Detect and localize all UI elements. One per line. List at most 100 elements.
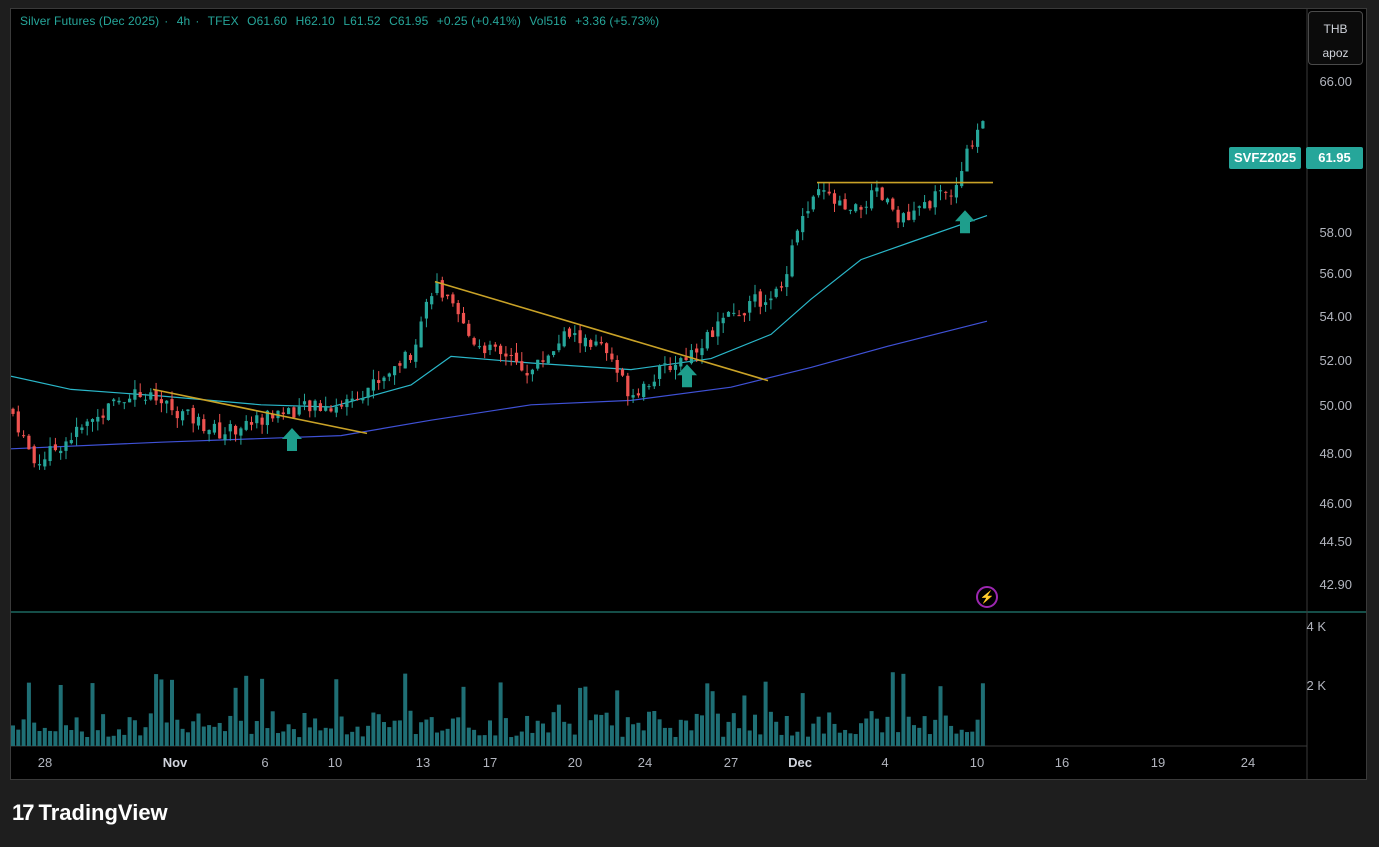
volume-bar bbox=[32, 722, 37, 746]
candle-body bbox=[896, 209, 900, 223]
candle-body bbox=[223, 434, 227, 441]
volume-bar bbox=[498, 682, 503, 746]
candle-body bbox=[965, 148, 969, 172]
candle-body bbox=[848, 209, 852, 211]
volume-bar bbox=[503, 718, 508, 746]
volume-tick: 4 K bbox=[1306, 619, 1326, 634]
volume-bar bbox=[403, 673, 408, 746]
time-tick: 19 bbox=[1150, 755, 1166, 770]
candle-body bbox=[901, 213, 905, 223]
candle-body bbox=[801, 216, 805, 233]
candle-body bbox=[451, 294, 455, 304]
candle-body bbox=[424, 301, 428, 319]
candle-body bbox=[181, 411, 185, 421]
volume-bar bbox=[111, 735, 116, 746]
volume-bar bbox=[64, 725, 68, 746]
legend-interval: 4h bbox=[176, 14, 191, 28]
volume-bar bbox=[890, 672, 895, 746]
price-tick: 52.00 bbox=[1319, 353, 1352, 368]
volume-bar bbox=[832, 723, 837, 746]
volume-bar bbox=[307, 727, 312, 746]
last-price-tag: 61.95 bbox=[1306, 147, 1363, 169]
candle-body bbox=[440, 280, 444, 298]
volume-bar bbox=[48, 730, 53, 746]
volume-bar bbox=[514, 735, 519, 746]
volume-bar bbox=[493, 735, 498, 746]
candle-body bbox=[308, 400, 312, 412]
candle-body bbox=[917, 206, 921, 208]
candle-body bbox=[620, 369, 625, 376]
volume-bar bbox=[631, 724, 636, 746]
candle-body bbox=[403, 351, 407, 369]
volume-bar bbox=[318, 730, 323, 746]
volume-bar bbox=[21, 719, 26, 746]
candle-body bbox=[546, 355, 550, 364]
candle-body bbox=[398, 363, 402, 366]
volume-bar bbox=[132, 720, 137, 746]
volume-bar bbox=[53, 731, 58, 746]
volume-bar bbox=[313, 718, 318, 746]
candle-body bbox=[631, 395, 635, 398]
volume-bar bbox=[519, 731, 524, 746]
candle-body bbox=[350, 398, 354, 401]
volume-bar bbox=[684, 720, 689, 746]
price-chart[interactable] bbox=[11, 9, 1367, 780]
volume-bar bbox=[344, 734, 349, 746]
volume-bar bbox=[652, 711, 657, 746]
candle-body bbox=[907, 211, 911, 221]
lightning-icon[interactable]: ⚡ bbox=[976, 586, 998, 608]
volume-bar bbox=[154, 674, 159, 746]
volume-bar bbox=[164, 722, 169, 746]
candle-body bbox=[753, 294, 757, 302]
volume-bar bbox=[11, 725, 15, 746]
candle-body bbox=[949, 195, 953, 197]
volume-bar bbox=[864, 718, 869, 746]
volume-bar bbox=[694, 713, 699, 746]
candle-body bbox=[647, 386, 651, 388]
volume-bar bbox=[848, 733, 853, 746]
volume-bar bbox=[917, 727, 922, 746]
candle-body bbox=[32, 446, 36, 464]
volume-bar bbox=[117, 729, 121, 746]
candle-body bbox=[467, 323, 471, 336]
candle-body bbox=[271, 413, 275, 419]
candle-body bbox=[297, 406, 301, 415]
candle-body bbox=[255, 415, 259, 424]
volume-bar bbox=[859, 723, 863, 746]
candle-body bbox=[499, 345, 503, 355]
volume-bar bbox=[763, 681, 768, 746]
volume-bar bbox=[657, 719, 662, 746]
volume-bar bbox=[821, 733, 826, 746]
volume-bar bbox=[387, 727, 392, 746]
volume-tick: 2 K bbox=[1306, 678, 1326, 693]
volume-bar bbox=[726, 721, 731, 746]
candle-body bbox=[196, 416, 201, 426]
volume-bar bbox=[705, 683, 710, 746]
candle-body bbox=[69, 440, 73, 444]
volume-bar bbox=[784, 715, 789, 746]
candle-body bbox=[737, 315, 741, 317]
tradingview-brand[interactable]: 17 TradingView bbox=[12, 800, 168, 826]
volume-bar bbox=[731, 713, 736, 746]
time-tick: 17 bbox=[482, 755, 498, 770]
candle-body bbox=[366, 387, 370, 398]
candle-body bbox=[59, 450, 63, 454]
candle-body bbox=[557, 343, 561, 351]
candle-body bbox=[382, 377, 386, 382]
currency-unit-button[interactable]: THB apoz bbox=[1308, 11, 1363, 65]
chart-panel[interactable]: Silver Futures (Dec 2025) · 4h · TFEX O61.… bbox=[10, 8, 1367, 780]
volume-bar bbox=[933, 719, 938, 746]
currency-unit: apoz bbox=[1322, 46, 1349, 60]
volume-bar bbox=[180, 728, 185, 746]
candle-body bbox=[732, 312, 736, 314]
volume-bar bbox=[901, 673, 906, 746]
volume-bar bbox=[959, 729, 964, 746]
volume-bar bbox=[790, 735, 795, 746]
price-tick: 46.00 bbox=[1319, 496, 1352, 511]
fast-moving-average bbox=[11, 215, 988, 408]
volume-bar bbox=[472, 729, 477, 746]
up-arrow-icon bbox=[955, 210, 975, 234]
volume-bar bbox=[747, 730, 752, 746]
volume-bar bbox=[938, 686, 943, 746]
candle-body bbox=[112, 399, 116, 402]
